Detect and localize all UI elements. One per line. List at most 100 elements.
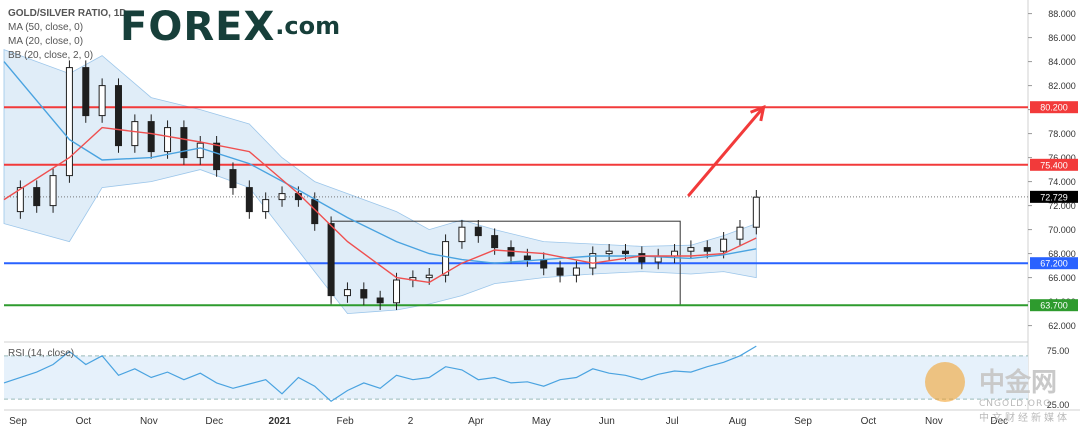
candle-body <box>621 250 629 255</box>
y-tick-label: 78.000 <box>1048 129 1076 139</box>
candle-body <box>442 241 450 276</box>
candle-body <box>262 199 270 213</box>
x-tick-label: Oct <box>861 416 877 427</box>
candle-body <box>164 127 172 153</box>
candle-body <box>82 67 90 117</box>
candle-body <box>196 142 204 159</box>
logo-name: FOREX <box>120 4 276 50</box>
candle-body <box>229 169 237 189</box>
y-tick-label: 88.000 <box>1048 9 1076 19</box>
candle-body <box>540 259 548 269</box>
candle-body <box>720 238 728 252</box>
level-label-80.200: 80.200 <box>1040 103 1068 113</box>
candle-body <box>638 253 646 263</box>
candle-body <box>393 279 401 304</box>
x-tick-label: 2021 <box>269 416 292 427</box>
y-tick-label: 86.000 <box>1048 33 1076 43</box>
x-tick-label: Nov <box>925 416 943 427</box>
y-tick-label: 72.000 <box>1048 201 1076 211</box>
candle-body <box>556 267 564 276</box>
y-tick-label: 62.000 <box>1048 321 1076 331</box>
candle-body <box>245 187 253 213</box>
level-label-63.700: 63.700 <box>1040 301 1068 311</box>
candle-body <box>213 142 221 171</box>
rsi-tick-label: 75.00 <box>1047 346 1070 356</box>
candle-body <box>147 121 155 153</box>
y-tick-label: 82.000 <box>1048 81 1076 91</box>
target-arrow-head <box>750 104 766 122</box>
level-tag-67.200 <box>1030 257 1078 270</box>
candle-body <box>736 226 744 240</box>
candle-body <box>376 297 384 304</box>
x-tick-label: Aug <box>729 416 747 427</box>
candle-body <box>49 175 57 207</box>
chart-title: GOLD/SILVER RATIO, 1D <box>8 8 127 19</box>
ma20-line <box>3 126 757 284</box>
watermark-logo-icon <box>925 362 965 402</box>
level-tag-75.400 <box>1030 158 1078 171</box>
last-price-label: 72.729 <box>1040 192 1068 202</box>
level-tag-80.200 <box>1030 101 1078 114</box>
x-tick-label: Dec <box>205 416 223 427</box>
x-tick-label: 2 <box>408 416 414 427</box>
candle-body <box>360 289 368 299</box>
x-tick-label: Jun <box>599 416 615 427</box>
level-tag-63.700 <box>1030 299 1078 312</box>
rsi-band <box>4 355 1028 400</box>
last-price-tag <box>1030 190 1078 203</box>
y-tick-label: 66.000 <box>1048 273 1076 283</box>
candle-body <box>703 247 711 252</box>
watermark: 中金网 CNGOLD.ORG 中文财经新媒体 <box>979 362 1070 424</box>
candle-body <box>343 289 351 297</box>
x-tick-label: Nov <box>140 416 158 427</box>
candle-body <box>605 250 613 255</box>
candle-body <box>491 235 499 249</box>
candle-body <box>425 274 433 279</box>
target-arrow-shaft <box>687 106 765 197</box>
candle-body <box>16 187 24 213</box>
candle-body <box>65 67 73 177</box>
candle-body <box>33 187 41 207</box>
x-tick-label: Sep <box>794 416 812 427</box>
legend-ma50: MA (50, close, 0) <box>8 22 84 33</box>
x-tick-label: Dec <box>990 416 1008 427</box>
x-tick-label: Jul <box>666 416 679 427</box>
candle-body <box>458 226 466 243</box>
candle-body <box>278 193 286 201</box>
candle-body <box>752 196 760 228</box>
candle-body <box>131 121 139 147</box>
level-label-67.200: 67.200 <box>1040 259 1068 269</box>
y-tick-label: 74.000 <box>1048 177 1076 187</box>
candle-body <box>589 253 597 269</box>
y-tick-label: 68.000 <box>1048 249 1076 259</box>
candle-body <box>523 255 531 261</box>
watermark-name: 中金网 <box>979 368 1058 398</box>
level-label-75.400: 75.400 <box>1040 160 1068 170</box>
y-tick-label: 84.000 <box>1048 57 1076 67</box>
watermark-url: CNGOLD.ORG <box>979 399 1052 409</box>
x-tick-label: Apr <box>468 416 484 427</box>
x-tick-label: Sep <box>9 416 27 427</box>
logo-suffix: .com <box>275 12 341 40</box>
y-tick-label: 76.000 <box>1048 153 1076 163</box>
rsi-line <box>3 345 757 403</box>
rsi-tick-label: 25.00 <box>1047 400 1070 410</box>
x-tick-label: Feb <box>336 416 354 427</box>
candle-body <box>114 85 122 147</box>
rsi-title: RSI (14, close) <box>8 348 75 359</box>
candle-body <box>572 267 580 276</box>
candle-body <box>671 250 679 257</box>
candle-body <box>687 247 695 252</box>
price-axis-panel <box>1028 0 1080 436</box>
forex-logo: FOREX.com <box>120 4 340 50</box>
y-tick-label: 70.000 <box>1048 225 1076 235</box>
legend-ma20: MA (20, close, 0) <box>8 36 84 47</box>
watermark-tagline: 中文财经新媒体 <box>979 413 1070 424</box>
x-tick-label: Oct <box>76 416 92 427</box>
candle-body <box>98 85 106 117</box>
candle-body <box>327 223 335 297</box>
legend-bb: BB (20, close, 2, 0) <box>8 50 94 61</box>
x-tick-label: May <box>532 416 551 427</box>
